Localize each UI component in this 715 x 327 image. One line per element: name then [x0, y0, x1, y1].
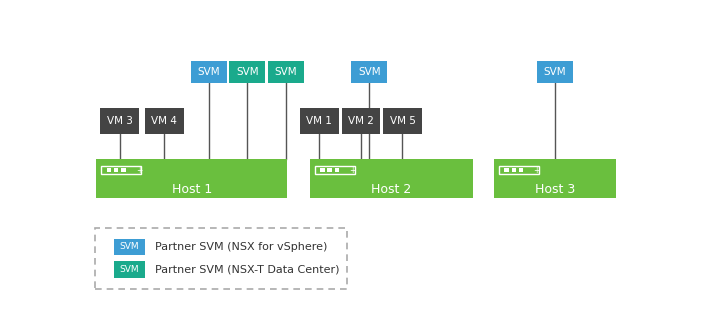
- Bar: [342, 109, 380, 134]
- Bar: [310, 160, 473, 198]
- Bar: [268, 61, 304, 83]
- Text: VM 3: VM 3: [107, 116, 133, 126]
- Bar: [230, 61, 265, 83]
- Bar: [494, 160, 616, 198]
- Bar: [102, 166, 141, 174]
- Text: VM 1: VM 1: [307, 116, 332, 126]
- Text: SVM: SVM: [119, 242, 139, 251]
- Bar: [190, 61, 227, 83]
- Bar: [519, 168, 523, 172]
- Text: SVM: SVM: [543, 67, 566, 77]
- Bar: [327, 168, 332, 172]
- Bar: [504, 168, 509, 172]
- Bar: [114, 262, 144, 278]
- Bar: [100, 109, 139, 134]
- Bar: [383, 109, 422, 134]
- Text: SVM: SVM: [119, 265, 139, 274]
- Text: Host 3: Host 3: [535, 183, 575, 196]
- Text: +: +: [136, 165, 142, 175]
- Text: +: +: [349, 165, 355, 175]
- Text: +: +: [533, 165, 540, 175]
- Text: SVM: SVM: [236, 67, 259, 77]
- Bar: [512, 168, 516, 172]
- Bar: [499, 166, 539, 174]
- Text: SVM: SVM: [197, 67, 220, 77]
- Text: SVM: SVM: [358, 67, 380, 77]
- Bar: [107, 168, 112, 172]
- Bar: [114, 239, 144, 255]
- Bar: [300, 109, 339, 134]
- Text: Partner SVM (NSX-T Data Center): Partner SVM (NSX-T Data Center): [154, 265, 339, 275]
- Bar: [351, 61, 388, 83]
- Bar: [122, 168, 126, 172]
- Text: Host 1: Host 1: [172, 183, 212, 196]
- Bar: [537, 61, 573, 83]
- Bar: [97, 160, 287, 198]
- Bar: [320, 168, 325, 172]
- Bar: [315, 166, 355, 174]
- Bar: [144, 109, 184, 134]
- Text: SVM: SVM: [275, 67, 297, 77]
- Text: Partner SVM (NSX for vSphere): Partner SVM (NSX for vSphere): [154, 242, 327, 252]
- Bar: [335, 168, 339, 172]
- Text: VM 4: VM 4: [152, 116, 177, 126]
- Text: Host 2: Host 2: [371, 183, 412, 196]
- Text: VM 2: VM 2: [348, 116, 374, 126]
- Text: VM 5: VM 5: [390, 116, 415, 126]
- Bar: [95, 228, 347, 288]
- Bar: [114, 168, 119, 172]
